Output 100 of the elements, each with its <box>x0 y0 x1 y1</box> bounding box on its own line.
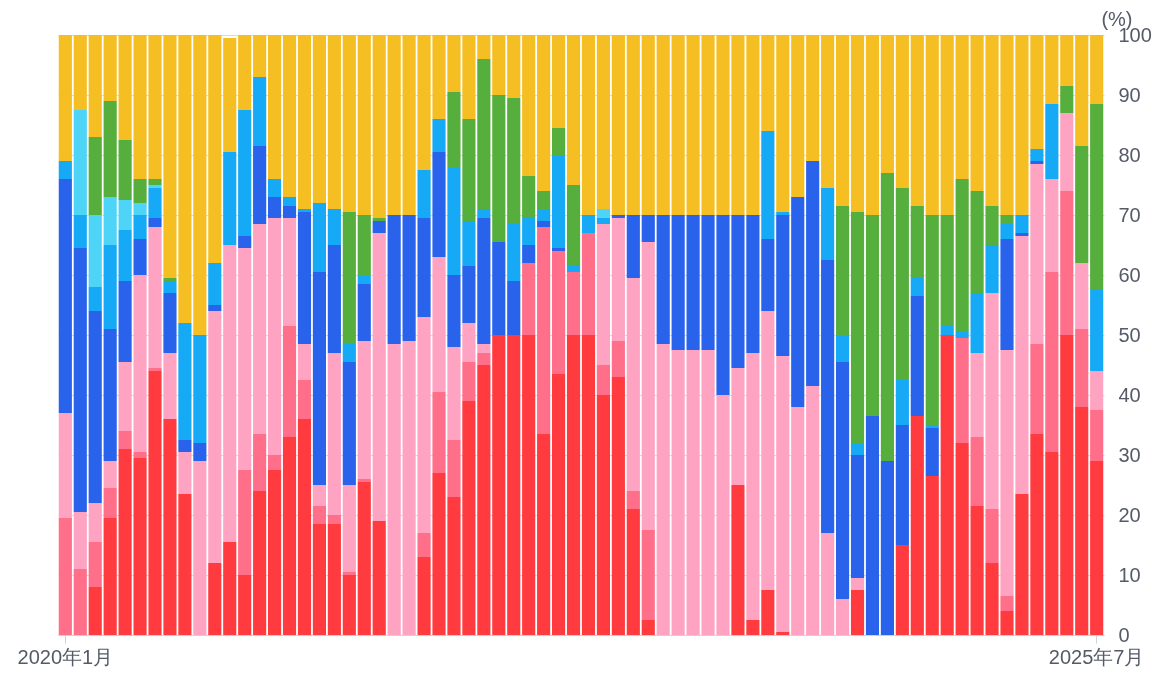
bar <box>581 215 596 233</box>
bar <box>133 452 147 458</box>
bar <box>626 509 640 635</box>
bar <box>537 191 551 209</box>
bar <box>552 128 566 155</box>
bar <box>312 35 326 203</box>
bar <box>492 95 506 242</box>
bar <box>268 179 282 197</box>
bar <box>492 242 506 335</box>
bar <box>836 335 850 362</box>
bar <box>238 110 252 236</box>
bar <box>238 248 252 470</box>
bar <box>88 137 102 215</box>
bar <box>552 155 566 248</box>
bar <box>566 335 581 635</box>
bar <box>850 455 865 578</box>
bar <box>163 281 177 293</box>
bar <box>581 35 596 215</box>
bar <box>477 35 491 59</box>
bar <box>58 35 72 161</box>
bar <box>387 35 401 215</box>
bar <box>596 365 610 395</box>
bar <box>910 416 924 635</box>
bar <box>865 215 880 416</box>
bar <box>821 533 835 635</box>
bar <box>208 311 222 563</box>
bar <box>58 161 72 179</box>
bar <box>268 470 282 635</box>
bar <box>836 206 850 335</box>
bar <box>238 236 252 248</box>
x-tick-label: 2020年1月 <box>17 645 114 668</box>
y-tick-label: 60 <box>1118 263 1141 286</box>
bar <box>357 35 371 215</box>
bar <box>88 587 102 635</box>
bar <box>297 419 312 635</box>
bar <box>626 278 640 491</box>
bar <box>910 206 924 278</box>
bar <box>850 443 865 455</box>
bar <box>357 482 371 635</box>
bar <box>1090 371 1104 410</box>
bar <box>522 245 536 263</box>
bar <box>193 35 207 335</box>
bar <box>641 242 655 530</box>
bar <box>865 35 880 215</box>
bar <box>671 35 685 215</box>
bar <box>73 110 87 215</box>
bar <box>776 356 790 632</box>
y-tick-label: 40 <box>1118 383 1141 406</box>
bar <box>193 461 207 635</box>
bar <box>611 377 625 635</box>
bar <box>417 170 431 218</box>
bar <box>671 350 685 635</box>
bar <box>566 272 581 335</box>
y-tick-label: 80 <box>1118 143 1141 166</box>
bar <box>955 443 969 635</box>
bar <box>148 368 162 371</box>
bar <box>223 245 237 542</box>
bar <box>821 188 835 260</box>
bar <box>342 485 356 572</box>
bar <box>103 101 117 197</box>
bar <box>1000 239 1014 350</box>
bar <box>282 206 297 218</box>
bar <box>268 218 282 455</box>
bar <box>596 395 610 635</box>
y-tick-label: 70 <box>1118 203 1141 226</box>
bar <box>925 428 939 476</box>
bar <box>492 35 506 95</box>
bar <box>327 353 341 515</box>
bar <box>1090 410 1104 461</box>
bar <box>1075 263 1089 329</box>
bar <box>282 326 297 437</box>
bar <box>1060 335 1074 635</box>
bar <box>1090 104 1104 290</box>
bar <box>282 197 297 206</box>
bar <box>477 59 491 209</box>
bar <box>895 545 909 635</box>
bar <box>103 197 117 245</box>
bar <box>641 530 655 620</box>
bar <box>821 260 835 533</box>
bar <box>208 305 222 311</box>
y-tick-label: 90 <box>1118 83 1141 106</box>
bar <box>850 578 865 590</box>
bar <box>1060 191 1074 335</box>
bar <box>955 35 969 179</box>
bar <box>58 179 72 413</box>
bar <box>1045 179 1059 272</box>
bar <box>507 98 521 224</box>
bar <box>611 35 625 215</box>
bar <box>940 335 954 635</box>
bar <box>58 518 72 635</box>
bar <box>297 380 312 419</box>
bar <box>1045 272 1059 452</box>
y-tick-label: 50 <box>1118 323 1141 346</box>
bar <box>193 335 207 443</box>
bar <box>1030 344 1044 434</box>
bar <box>118 281 132 362</box>
bar <box>566 185 581 266</box>
x-tick-label: 2025年7月 <box>1048 645 1145 668</box>
bar <box>253 224 267 434</box>
bar <box>791 35 805 197</box>
